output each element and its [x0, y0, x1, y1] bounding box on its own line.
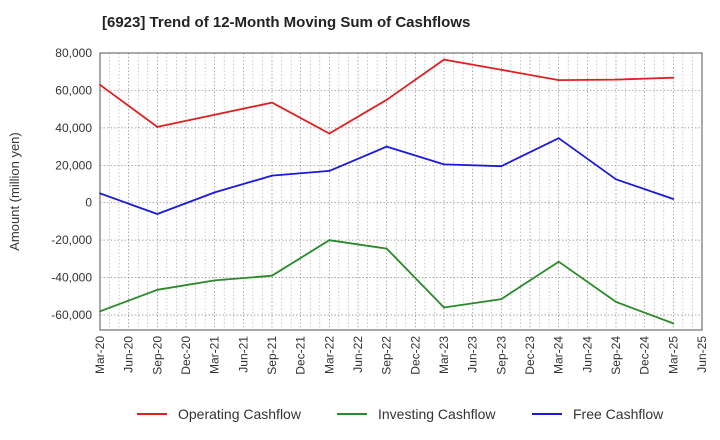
- data-point: [213, 113, 216, 116]
- data-point: [557, 260, 560, 263]
- x-tick-label: Mar-24: [552, 336, 566, 374]
- data-point: [156, 126, 159, 128]
- x-tick-label: Mar-20: [93, 336, 107, 374]
- data-point: [672, 198, 675, 200]
- x-tick-label: Jun-25: [695, 336, 709, 373]
- data-point: [672, 322, 675, 325]
- legend-label: Operating Cashflow: [178, 406, 302, 422]
- x-tick-label: Jun-23: [466, 336, 480, 373]
- data-point: [213, 191, 216, 194]
- y-tick-label: 60,000: [55, 83, 92, 97]
- chart-title: [6923] Trend of 12-Month Moving Sum of C…: [102, 14, 471, 31]
- x-tick-label: Dec-20: [179, 336, 193, 375]
- legend-label: Investing Cashflow: [378, 406, 496, 422]
- x-tick-label: Mar-23: [437, 336, 451, 374]
- data-point: [156, 288, 159, 291]
- data-point: [500, 165, 503, 168]
- data-point: [615, 178, 617, 181]
- legend-label: Free Cashflow: [573, 406, 664, 422]
- data-point: [385, 145, 388, 148]
- data-point: [213, 279, 216, 282]
- data-point: [672, 76, 675, 79]
- data-point: [615, 78, 617, 81]
- data-point: [328, 132, 331, 135]
- data-point: [385, 247, 388, 250]
- x-tick-label: Dec-21: [294, 336, 308, 375]
- data-point: [443, 163, 445, 166]
- y-tick-label: 80,000: [55, 46, 92, 60]
- y-tick-label: -60,000: [51, 308, 92, 322]
- x-tick-label: Jun-21: [236, 336, 250, 373]
- y-axis-label: Amount (million yen): [7, 132, 22, 251]
- plot-area: [100, 53, 702, 330]
- x-tick-label: Dec-23: [523, 336, 537, 375]
- x-tick-label: Sep-22: [380, 336, 394, 375]
- data-point: [271, 274, 273, 277]
- x-tick-label: Sep-24: [609, 336, 623, 375]
- y-tick-label: 20,000: [55, 158, 92, 172]
- data-point: [99, 310, 101, 313]
- y-tick-label: -40,000: [51, 271, 92, 285]
- plot-frame: [99, 52, 703, 331]
- x-tick-label: Dec-22: [408, 336, 422, 375]
- data-point: [500, 68, 503, 71]
- x-tick-label: Dec-24: [638, 336, 652, 375]
- x-tick-label: Sep-23: [494, 336, 508, 375]
- data-point: [328, 170, 331, 172]
- y-tick-label: 40,000: [55, 121, 92, 135]
- x-tick-label: Jun-20: [122, 336, 136, 373]
- x-tick-label: Mar-22: [322, 336, 336, 374]
- x-tick-label: Mar-21: [208, 336, 222, 374]
- data-point: [557, 79, 560, 82]
- data-point: [443, 306, 445, 309]
- data-point: [99, 192, 101, 195]
- data-point: [271, 174, 273, 177]
- x-tick-label: Sep-21: [265, 336, 279, 375]
- data-point: [557, 137, 560, 140]
- data-point: [271, 101, 273, 104]
- data-point: [615, 301, 617, 303]
- x-tick-label: Jun-24: [580, 336, 594, 373]
- y-tick-label: -20,000: [51, 233, 92, 247]
- data-point: [443, 58, 445, 61]
- x-tick-label: Jun-22: [351, 336, 365, 373]
- x-tick-label: Sep-20: [150, 336, 164, 375]
- x-tick-label: Mar-25: [666, 336, 680, 374]
- data-point: [500, 298, 503, 301]
- data-point: [328, 239, 331, 242]
- data-point: [156, 213, 159, 215]
- y-tick-label: 0: [85, 196, 92, 210]
- data-point: [99, 83, 101, 86]
- data-point: [385, 98, 388, 101]
